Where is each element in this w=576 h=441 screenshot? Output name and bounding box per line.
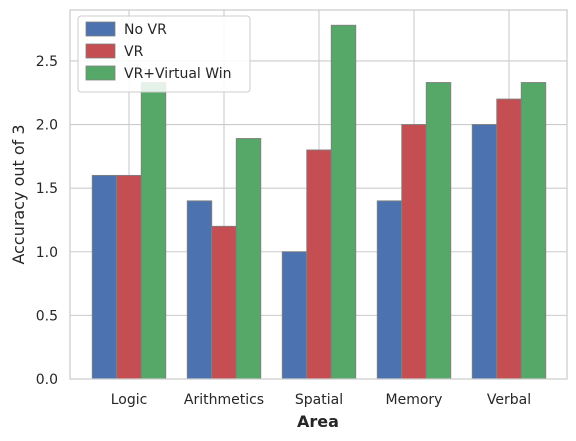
y-tick-label: 2.5	[36, 54, 58, 70]
bar-vr-virtual-win-memory	[425, 82, 452, 380]
legend: No VR VR VR+Virtual Win	[77, 15, 251, 93]
bar-vr-verbal	[496, 98, 522, 380]
legend-label: No VR	[124, 22, 167, 38]
y-tick-label: 0.0	[36, 372, 58, 388]
x-tick-label: Memory	[386, 392, 443, 408]
bar-no-vr-arithmetics	[186, 200, 213, 380]
bar-vr-virtual-win-arithmetics	[235, 138, 262, 380]
y-tick-label: 1.5	[36, 181, 58, 197]
bar-vr-memory	[401, 124, 427, 380]
bar-vr-spatial	[306, 149, 332, 380]
bar-vr-logic	[116, 174, 142, 380]
bar-vr-virtual-win-verbal	[520, 82, 547, 380]
legend-box	[77, 15, 251, 93]
y-tick-label: 0.5	[36, 308, 58, 324]
legend-label: VR	[124, 44, 144, 60]
legend-swatch	[85, 65, 116, 81]
legend-swatch	[85, 43, 116, 59]
y-tick-labels: 0.0 0.5 1.0 1.5 2.0 2.5	[36, 54, 58, 388]
x-tick-label: Verbal	[487, 392, 531, 408]
bar-no-vr-spatial	[281, 251, 308, 380]
plot-frame	[69, 9, 568, 380]
bar-no-vr-verbal	[471, 124, 498, 380]
bar-no-vr-logic	[91, 174, 118, 380]
bar-vr-virtual-win-spatial	[330, 24, 357, 380]
x-tick-label: Logic	[111, 392, 148, 408]
x-tick-labels: Logic Arithmetics Spatial Memory Verbal	[111, 392, 531, 408]
y-tick-label: 1.0	[36, 245, 58, 261]
legend-label: VR+Virtual Win	[124, 66, 232, 82]
x-tick-label: Spatial	[295, 392, 343, 408]
y-axis-label: Accuracy out of 3	[9, 124, 28, 264]
x-tick-label: Arithmetics	[184, 392, 264, 408]
bar-vr-arithmetics	[211, 225, 237, 380]
bar-vr-virtual-win-logic	[140, 82, 167, 380]
y-tick-label: 2.0	[36, 118, 58, 134]
bar-no-vr-memory	[376, 200, 403, 380]
x-axis-label: Area	[297, 412, 339, 431]
legend-swatch	[85, 21, 116, 37]
